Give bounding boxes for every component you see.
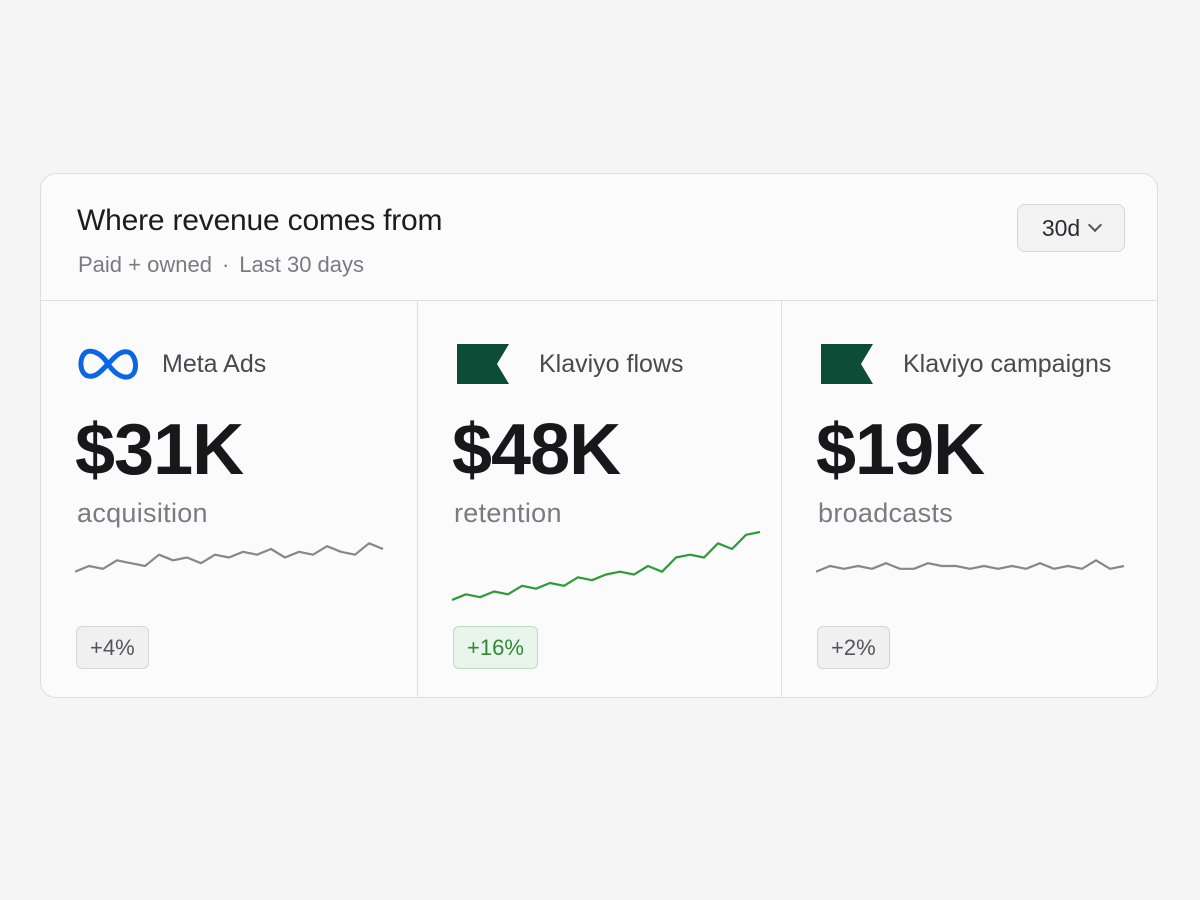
source-klaviyo-campaigns: Klaviyo campaigns $19K broadcasts +2% — [781, 301, 1157, 697]
sparkline-path — [75, 542, 384, 573]
source-name: Meta Ads — [162, 349, 267, 378]
source-klaviyo-flows: Klaviyo flows $48K retention +16% — [417, 301, 782, 697]
klaviyo-flag-icon — [821, 344, 873, 384]
revenue-value: $48K — [452, 410, 621, 490]
chevron-down-icon — [1088, 217, 1103, 233]
subtitle-period: Last 30 days — [239, 252, 365, 277]
source-brand: Klaviyo flows — [453, 344, 684, 384]
source-name: Klaviyo campaigns — [903, 349, 1112, 378]
source-brand: Klaviyo campaigns — [817, 344, 1111, 384]
revenue-sources-card: Where revenue comes from Paid + owned · La… — [40, 173, 1158, 698]
change-badge: +2% — [817, 626, 890, 669]
card-subtitle: Paid + owned · Last 30 days — [78, 252, 364, 278]
meta-logo-icon — [78, 348, 138, 380]
source-name: Klaviyo flows — [539, 349, 684, 378]
sparkline-path — [816, 559, 1125, 573]
change-badge: +4% — [76, 626, 149, 669]
card-title: Where revenue comes from — [77, 204, 443, 237]
subtitle-separator: · — [221, 252, 230, 277]
sparkline-path — [452, 530, 761, 602]
source-columns: Meta Ads $31K acquisition +4% Klaviyo fl… — [41, 301, 1157, 697]
subtitle-scope: Paid + owned — [78, 252, 212, 277]
card-header: Where revenue comes from Paid + owned · La… — [41, 174, 1157, 301]
trend-sparkline — [75, 542, 384, 573]
date-range-value: 30d — [1041, 214, 1081, 241]
revenue-value: $31K — [75, 410, 244, 490]
change-badge: +16% — [453, 626, 538, 669]
source-brand: Meta Ads — [76, 344, 266, 384]
revenue-category: retention — [454, 498, 562, 528]
trend-sparkline — [452, 530, 761, 602]
trend-sparkline — [816, 559, 1125, 573]
klaviyo-flag-icon — [457, 344, 509, 384]
date-range-dropdown[interactable]: 30d — [1017, 204, 1125, 252]
revenue-category: broadcasts — [818, 498, 954, 528]
revenue-value: $19K — [816, 410, 985, 490]
source-meta-ads: Meta Ads $31K acquisition +4% — [41, 301, 417, 697]
revenue-category: acquisition — [77, 498, 208, 528]
